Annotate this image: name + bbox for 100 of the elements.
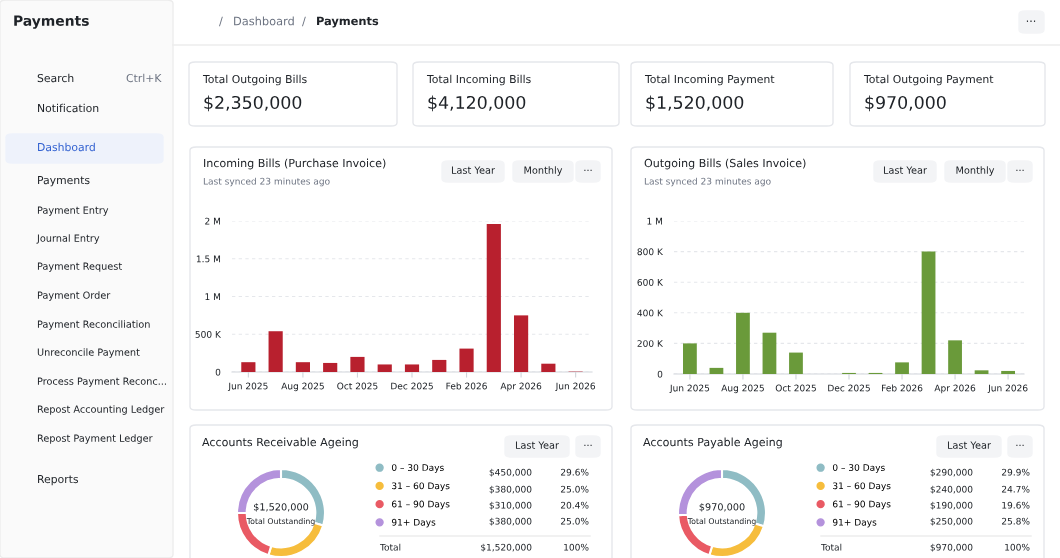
text: $1,520,000	[481, 543, 532, 552]
chart-title: Accounts Receivable Ageing	[202, 437, 358, 449]
text: Process Payment Reconc...	[37, 377, 166, 387]
text: Reports	[38, 475, 79, 486]
chart-subtitle: Last synced 23 minutes ago	[203, 177, 330, 187]
bar	[268, 331, 283, 372]
legend-label: 91+ Days	[391, 518, 436, 528]
x-tick-label: Jun 2025	[227, 382, 268, 392]
bar	[514, 315, 529, 372]
text: $2,350,000	[204, 95, 302, 112]
y-tick-label: 400 K	[637, 309, 664, 317]
text: $1,520,000	[646, 95, 744, 112]
x-tick-label: Jun 2025	[669, 384, 710, 394]
bar	[486, 224, 501, 372]
y-tick-label: 1.5 M	[196, 255, 221, 263]
text: Unreconcile Payment	[37, 348, 140, 358]
y-tick-label: 0	[657, 370, 663, 378]
text: 29.6%	[560, 468, 589, 476]
text: $1,520,000	[253, 503, 309, 512]
bar	[762, 332, 777, 374]
bar	[895, 362, 909, 374]
text: 100%	[564, 543, 589, 551]
data-label: $290,000	[930, 468, 973, 477]
text: ···	[1016, 169, 1024, 171]
legend-label: 0 – 30 Days	[391, 464, 444, 473]
bar	[323, 362, 338, 372]
text: Payments	[317, 16, 379, 28]
bar	[736, 312, 750, 374]
text: $970,000	[699, 503, 745, 512]
legend-label: 31 – 60 Days	[392, 482, 450, 491]
text: /	[219, 16, 223, 27]
text: 25.0%	[560, 485, 589, 493]
x-tick-label: Dec 2025	[391, 382, 433, 390]
chart-title: Incoming Bills (Purchase Invoice)	[204, 158, 386, 170]
text: Total	[820, 543, 842, 551]
text: ···	[584, 444, 592, 446]
x-tick-label: Feb 2026	[446, 382, 487, 390]
legend-label: 0 – 30 Days	[832, 464, 885, 473]
bar	[432, 359, 447, 372]
text: Search	[37, 73, 74, 83]
data-label: $310,000	[489, 501, 532, 510]
text: Repost Payment Ledger	[37, 434, 153, 444]
text: 25.0%	[560, 517, 589, 525]
text: 19.6%	[1002, 501, 1030, 509]
text: Monthly	[524, 166, 563, 176]
bar	[709, 367, 724, 374]
text: Payment Reconciliation	[37, 320, 150, 330]
bar	[459, 348, 474, 372]
text: ···	[1016, 444, 1024, 446]
x-tick-label: Oct 2025	[337, 382, 378, 390]
text: Ctrl+K	[126, 73, 162, 83]
data-label: $380,000	[489, 485, 532, 494]
y-tick-label: 2 M	[205, 217, 221, 225]
bar	[974, 370, 989, 374]
text: Monthly	[956, 166, 995, 176]
bar	[404, 364, 420, 372]
data-label: $250,000	[930, 517, 973, 526]
bar	[921, 251, 936, 374]
bar	[789, 352, 803, 374]
legend-label: 91+ Days	[832, 518, 877, 528]
bar	[350, 356, 365, 372]
text: Notification	[38, 103, 99, 113]
y-tick-label: 600 K	[637, 278, 664, 286]
y-tick-label: 0	[215, 368, 221, 376]
text: 29.9%	[1001, 468, 1030, 476]
text: Journal Entry	[36, 234, 100, 244]
text: Repost Accounting Ledger	[37, 405, 165, 415]
text: Payment Request	[37, 262, 122, 272]
text: Last Year	[515, 441, 559, 449]
text: Last Year	[451, 166, 495, 174]
bar	[377, 364, 392, 372]
data-label: $190,000	[930, 501, 973, 510]
text: Total Incoming Payment	[644, 74, 775, 86]
y-tick-label: 800 K	[637, 248, 664, 256]
bar	[295, 362, 310, 372]
text: Total Incoming Bills	[426, 74, 531, 86]
text: 24.7%	[1001, 485, 1030, 493]
bar	[541, 363, 556, 372]
text: Dashboard	[38, 142, 95, 152]
x-tick-label: Oct 2025	[775, 384, 816, 392]
text: ···	[584, 169, 592, 171]
text: Last Year	[947, 441, 991, 449]
x-tick-label: Jun 2026	[555, 382, 596, 392]
bar	[948, 340, 962, 374]
x-tick-label: Aug 2025	[721, 384, 764, 394]
text: $970,000	[930, 543, 973, 552]
text: Total Outgoing Payment	[863, 74, 994, 86]
text: $970,000	[865, 95, 946, 112]
text: Last Year	[883, 166, 927, 174]
x-tick-label: Apr 2026	[934, 384, 976, 394]
legend-label: 31 – 60 Days	[833, 482, 891, 491]
text: Payment Entry	[37, 206, 109, 216]
x-tick-label: Feb 2026	[882, 384, 923, 392]
text: 25.8%	[1001, 517, 1030, 525]
legend-label: 61 – 90 Days	[832, 500, 891, 510]
text: ···	[1026, 20, 1036, 22]
text: Payment Order	[37, 291, 111, 301]
bar	[1001, 370, 1015, 374]
y-tick-label: 500 K	[195, 330, 222, 338]
text: $4,120,000	[428, 95, 526, 112]
